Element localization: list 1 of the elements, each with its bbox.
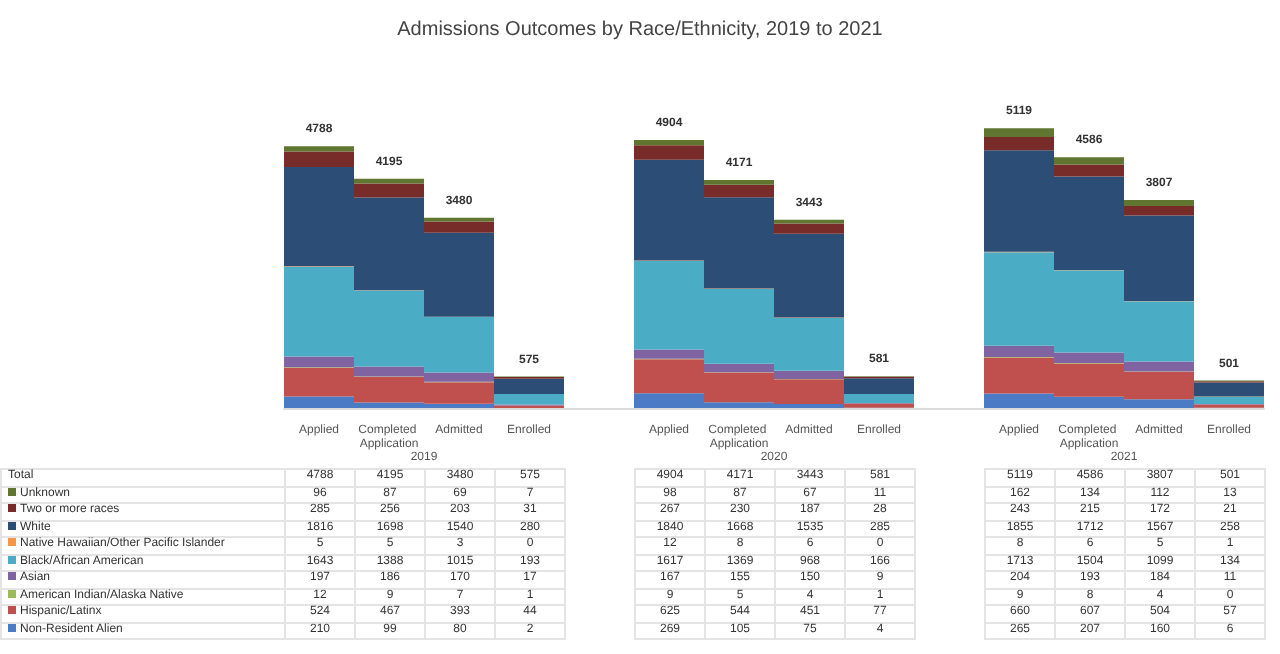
chart-title: Admissions Outcomes by Race/Ethnicity, 2019 to 2021 — [397, 19, 884, 41]
